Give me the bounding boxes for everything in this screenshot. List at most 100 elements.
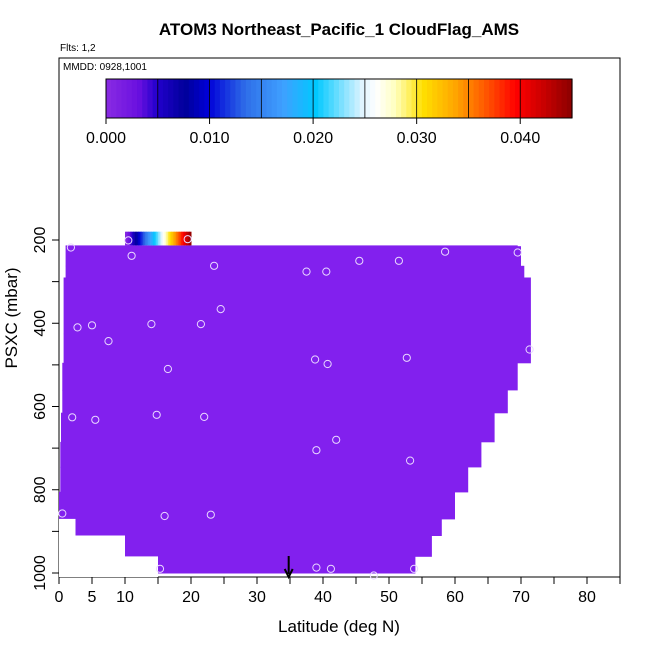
legend-color-strip xyxy=(125,231,192,246)
y-axis-label: PSXC (mbar) xyxy=(2,267,21,368)
sample-point xyxy=(163,364,172,374)
sample-point xyxy=(200,412,209,421)
data-curtain xyxy=(59,245,531,577)
sample-point xyxy=(311,355,320,364)
x-tick-label: 10 xyxy=(116,589,134,606)
sample-point xyxy=(355,256,364,265)
sample-point xyxy=(160,511,169,521)
legend-strip-segment xyxy=(139,231,142,246)
sample-point xyxy=(127,251,136,260)
legend-strip-segment xyxy=(133,231,136,246)
colorbar-segment xyxy=(427,79,433,118)
x-tick-label: 60 xyxy=(446,589,464,606)
sample-point xyxy=(513,248,522,257)
colorbar-segment xyxy=(458,79,464,118)
curtain-band xyxy=(63,333,531,364)
legend-strip-segment xyxy=(128,231,131,246)
colorbar-segment xyxy=(478,79,485,118)
colorbar-segment xyxy=(131,79,138,118)
sample-point xyxy=(68,413,77,422)
sample-point xyxy=(410,564,419,573)
legend-strip-segment xyxy=(187,231,190,246)
legend-strip-segment xyxy=(174,231,177,246)
colorbar-segment xyxy=(297,79,304,118)
sample-point xyxy=(124,236,133,245)
sample-point xyxy=(58,509,67,518)
colorbar-segment xyxy=(385,79,392,118)
legend-strip-segment xyxy=(153,231,156,246)
sample-point xyxy=(406,456,415,465)
legend-strip-segment xyxy=(148,231,151,246)
colorbar-segment xyxy=(157,79,164,118)
legend-strip-segment xyxy=(184,231,187,246)
colorbar-segment xyxy=(235,79,242,118)
colorbar-segment xyxy=(214,79,221,118)
colorbar-segment xyxy=(421,79,428,118)
colorbar-segment xyxy=(375,79,382,118)
plot-area: MMDD: 0928,1001 0.000 0.010 0.020 0.030 0.04… xyxy=(58,57,621,580)
sample-point xyxy=(441,247,450,256)
colorbar-segment xyxy=(266,79,273,118)
curtain-band xyxy=(61,412,495,443)
colorbar-segment xyxy=(525,79,532,118)
legend-strip-segment xyxy=(162,231,166,246)
colorbar-segment xyxy=(137,79,143,118)
plot-border xyxy=(58,57,621,578)
curtain-cutout xyxy=(125,556,158,577)
sample-point xyxy=(73,323,82,332)
colorbar-segment xyxy=(142,79,149,118)
colorbar-segment xyxy=(318,79,325,118)
colorbar-segment xyxy=(473,79,480,118)
legend-strip-segment xyxy=(166,231,169,246)
colorbar-segment xyxy=(194,79,200,118)
colorbar-segment xyxy=(323,79,330,118)
sample-points xyxy=(58,235,534,580)
colorbar-segment xyxy=(339,79,345,118)
colorbar-segment xyxy=(250,79,257,118)
y-tick-label: 600 xyxy=(32,393,49,420)
colorbar-segment xyxy=(349,79,356,118)
legend-strip-segment xyxy=(164,231,167,246)
curtain-band xyxy=(62,389,508,414)
colorbar-segment xyxy=(530,79,537,118)
colorbar-segment xyxy=(551,79,558,118)
x-tick-label: 5 xyxy=(88,589,97,606)
colorbar-segment xyxy=(344,79,350,118)
colorbar-segment xyxy=(282,79,288,118)
colorbar-segment xyxy=(566,79,573,118)
colorbar-segment xyxy=(354,79,361,118)
colorbar-segment xyxy=(256,79,262,118)
colorbar-segment xyxy=(411,79,418,118)
colorbar-segment xyxy=(313,79,319,118)
curtain-band xyxy=(65,245,518,247)
colorbar-segment xyxy=(390,79,397,118)
colorbar-segment xyxy=(302,79,309,118)
curtain-band xyxy=(65,246,521,267)
curtain-band xyxy=(62,362,518,391)
colorbar-segment xyxy=(116,79,123,118)
curtain-band xyxy=(63,277,531,335)
colorbar-segment xyxy=(276,79,283,118)
curtain-band xyxy=(59,491,455,520)
colorbar-segment xyxy=(406,79,413,118)
colorbar-segment xyxy=(364,79,371,118)
legend-strip-segment xyxy=(161,231,164,246)
legend-strip-segment xyxy=(146,231,149,246)
colorbar-segment xyxy=(504,79,511,118)
colorbar-segment xyxy=(219,79,226,118)
legend-strip-segment xyxy=(151,231,154,246)
colorbar-segment xyxy=(520,79,526,118)
legend-strip-segment xyxy=(154,231,157,246)
colorbar-segment xyxy=(261,79,268,118)
colorbar-segment xyxy=(442,79,449,118)
y-tick-label: 200 xyxy=(32,227,49,254)
colorbar-segment xyxy=(561,79,568,118)
colorbar-segment xyxy=(106,79,112,118)
legend-strip-segment xyxy=(143,231,146,246)
x-tick-label: 30 xyxy=(248,589,266,606)
legend-strip-segment xyxy=(167,231,171,246)
legend-strip-segment xyxy=(176,231,179,246)
legend-strip-segment xyxy=(125,231,128,246)
sample-point xyxy=(196,320,205,329)
colorbar-segment xyxy=(230,79,237,118)
